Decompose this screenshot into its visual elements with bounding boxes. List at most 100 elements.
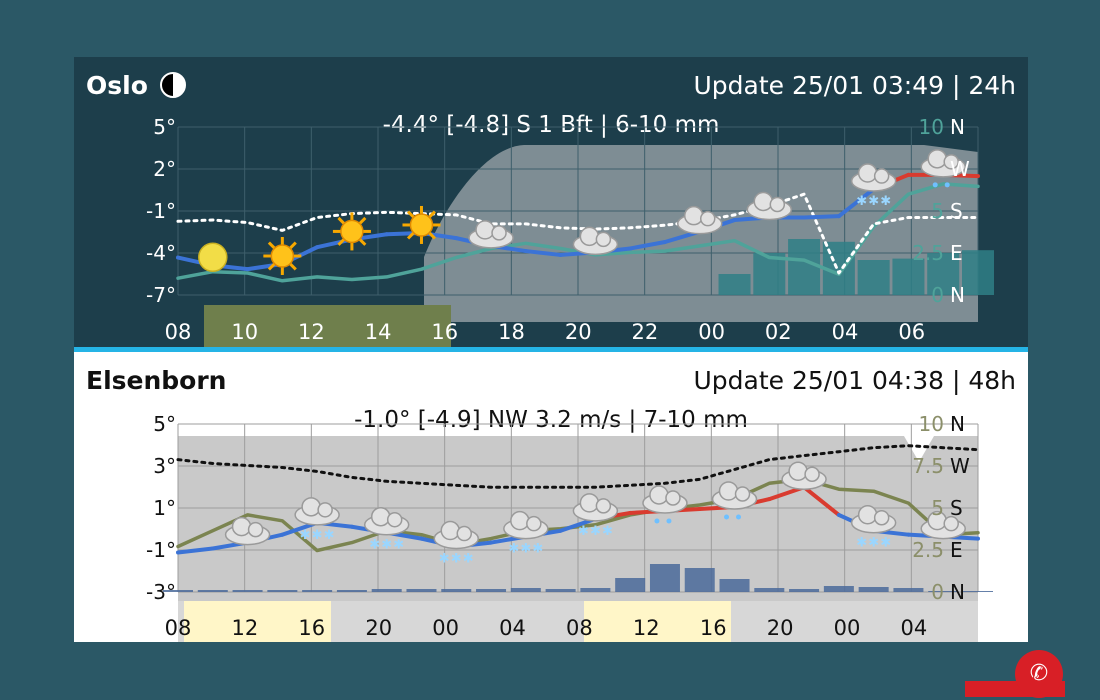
elsenborn-bar <box>615 578 646 592</box>
cloud-puff <box>665 490 681 506</box>
oslo-y-tick: 5° <box>153 115 176 139</box>
elsenborn-bar <box>754 588 785 592</box>
elsenborn-bar <box>197 590 228 592</box>
elsenborn-bar <box>232 590 263 592</box>
elsenborn-bar <box>510 588 541 592</box>
elsenborn-x-tick: 16 <box>298 616 325 640</box>
elsenborn-icons: ✱ ✱ ✱✱ ✱ ✱✱ ✱ ✱✱ ✱ ✱✱ ✱ ✱✱ ✱ ✱ <box>224 461 966 567</box>
cloud-puff <box>788 461 808 481</box>
oslo-summary: -4.4° [-4.8] S 1 Bft | 6-10 mm <box>382 112 720 138</box>
elsenborn-dewpoint-line <box>176 444 980 489</box>
oslo-right-direction: E <box>950 241 963 265</box>
elsenborn-right-value: 5 <box>931 496 944 520</box>
raindrop-icon <box>666 518 672 524</box>
raindrop-icon <box>736 514 742 520</box>
elsenborn-bar <box>336 590 367 592</box>
oslo-daylight-band <box>204 305 451 347</box>
snowflake-icon: ✱ <box>312 528 323 543</box>
oslo-bar <box>962 250 994 295</box>
elsenborn-x-tick: 04 <box>901 616 928 640</box>
cloud-puff <box>510 510 530 531</box>
oslo-x-tick: 02 <box>765 320 792 344</box>
elsenborn-bar <box>302 590 333 592</box>
oslo-update-info: Update 25/01 03:49 | 24h <box>693 71 1017 100</box>
snowflake-icon: ✱ <box>451 552 462 567</box>
half-moon-icon <box>160 72 186 98</box>
cloud-puff <box>579 226 600 247</box>
snowflake-icon: ✱ <box>324 528 335 543</box>
cloud-puff <box>873 168 890 184</box>
elsenborn-bar <box>789 589 820 592</box>
elsenborn-right-direction: N <box>950 580 965 604</box>
snowflake-icon: ✱ <box>439 552 450 567</box>
elsenborn-right-direction: N <box>950 412 965 436</box>
elsenborn-right-value: 0 <box>931 580 944 604</box>
oslo-temperature-segment <box>802 214 841 220</box>
elsenborn-bar <box>719 579 750 592</box>
cloud-puff <box>718 481 739 501</box>
cloud-puff <box>927 149 947 169</box>
oslo-chart: ✱ ✱ ✱ 5°2°-1°-4°-7° 08 10 12 14 16 18 20 22 00 02 04… <box>146 115 994 347</box>
snowflake-icon: ✱ <box>868 536 879 551</box>
cloud-puff <box>734 486 751 502</box>
elsenborn-precip-bars <box>163 564 993 592</box>
oslo-forecast-card: Oslo Update 25/01 03:49 | 24h -4.4° [-4.… <box>74 57 1028 352</box>
elsenborn-right-value: 2.5 <box>912 538 944 562</box>
elsenborn-bar <box>684 568 715 592</box>
cloud-puff <box>595 498 612 514</box>
oslo-y-tick: -4° <box>146 241 176 265</box>
oslo-right-direction: W <box>950 157 970 181</box>
elsenborn-bar <box>928 591 959 592</box>
elsenborn-right-direction: S <box>950 496 963 520</box>
snowflake-icon: ✱ <box>300 528 311 543</box>
elsenborn-bar <box>580 588 611 592</box>
elsenborn-bar <box>823 586 854 592</box>
elsenborn-y-tick: 1° <box>153 496 176 520</box>
elsenborn-bar <box>476 589 507 592</box>
elsenborn-forecast-card: Elsenborn Update 25/01 04:38 | 48h -1.0°… <box>74 352 1028 642</box>
oslo-dewpoint-line <box>176 192 980 275</box>
cloud-puff <box>370 506 391 527</box>
elsenborn-right-axis: 10 N7.5 W5 S2.5 E0 N <box>912 412 970 604</box>
elsenborn-bar <box>893 588 924 592</box>
cloud-puff <box>440 520 461 541</box>
sun-icon <box>409 213 434 237</box>
cloud-puff <box>231 516 252 537</box>
elsenborn-right-value: 10 <box>919 412 944 436</box>
snowflake-icon: ✱ <box>508 542 519 557</box>
cloud-puff <box>456 525 473 542</box>
elsenborn-y-tick: 3° <box>153 454 176 478</box>
cloud-puff <box>386 511 403 528</box>
cloud-puff <box>579 493 600 513</box>
oslo-right-value: 10 <box>919 115 944 139</box>
snowflake-icon: ✱ <box>369 538 380 553</box>
oslo-x-tick: 14 <box>365 320 392 344</box>
elsenborn-bar <box>858 587 889 592</box>
elsenborn-city-title: Elsenborn <box>86 366 227 395</box>
elsenborn-bar <box>371 589 402 592</box>
elsenborn-right-direction: E <box>950 538 963 562</box>
oslo-right-value: 2.5 <box>912 241 944 265</box>
snowflake-icon: ✱ <box>520 542 531 557</box>
cloud-puff <box>649 485 669 505</box>
oslo-temperature-segment <box>628 240 667 251</box>
elsenborn-temperature-segment <box>802 485 841 517</box>
oslo-bar <box>857 260 890 295</box>
oslo-right-direction: N <box>950 115 965 139</box>
oslo-icons: ✱ ✱ ✱ <box>198 149 966 275</box>
oslo-temperature-segment <box>523 249 563 257</box>
oslo-x-tick: 20 <box>565 320 592 344</box>
snowflake-icon: ✱ <box>578 524 589 539</box>
cloud-puff <box>943 154 959 170</box>
elsenborn-x-tick: 16 <box>700 616 727 640</box>
elsenborn-x-tick: 04 <box>499 616 526 640</box>
cloud-puff <box>526 515 542 532</box>
elsenborn-x-tick: 20 <box>365 616 392 640</box>
elsenborn-x-tick: 08 <box>165 616 192 640</box>
elsenborn-bar <box>267 590 298 592</box>
watermark-circle: ✆ <box>1015 650 1063 698</box>
raindrop-icon <box>724 514 730 520</box>
oslo-x-tick: 06 <box>898 320 925 344</box>
snowflake-icon: ✱ <box>868 194 879 209</box>
oslo-x-tick: 16 <box>431 320 458 344</box>
